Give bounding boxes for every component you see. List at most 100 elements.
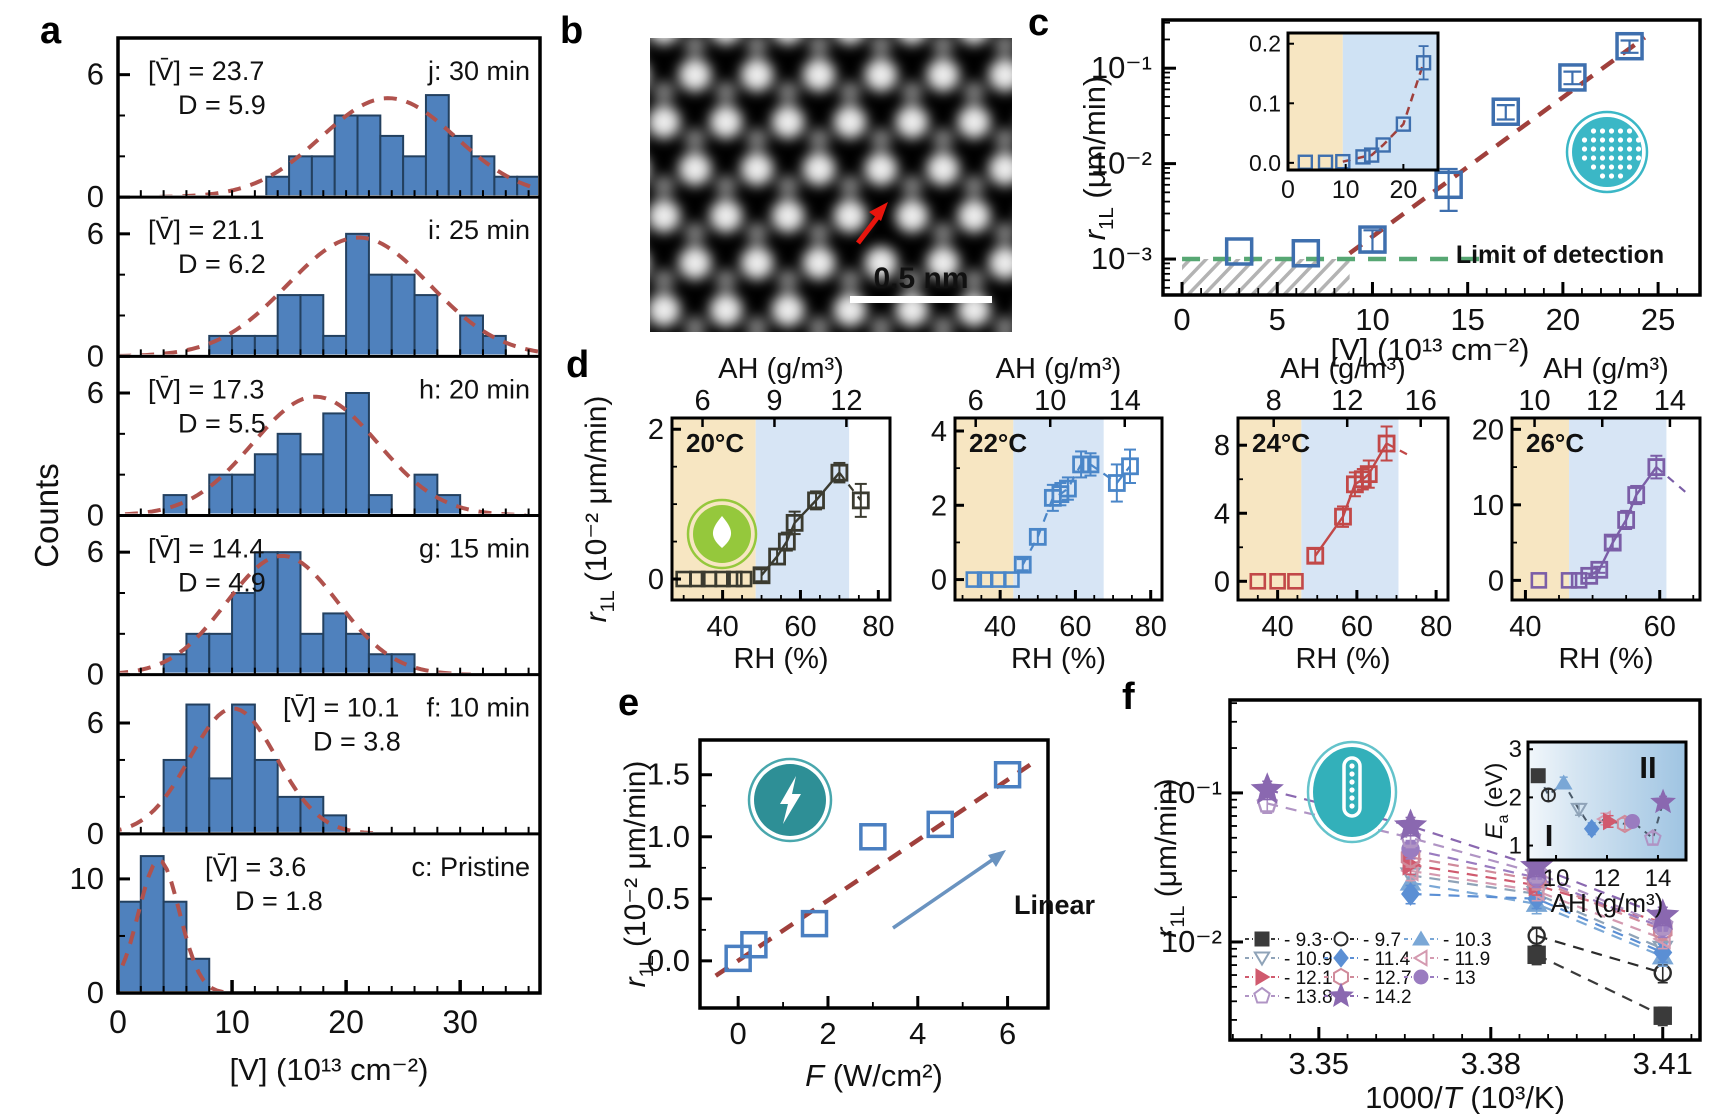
stage-label: c: Pristine (411, 852, 530, 882)
legend-item: - 13 (1404, 968, 1476, 989)
x-axis-title: [V] (10¹³ cm⁻²) (230, 1052, 429, 1087)
temperature-label: 26°C (1526, 428, 1584, 458)
svg-text:2: 2 (1509, 784, 1522, 811)
mean-vacancy-label: [V̄] = 3.6 (205, 852, 306, 882)
svg-text:3: 3 (1509, 736, 1522, 763)
histogram-c (120, 855, 227, 991)
svg-text:0: 0 (87, 816, 104, 851)
svg-text:10⁻¹: 10⁻¹ (1091, 50, 1152, 85)
panel-c-rate-vs-vacancy-plot: 0 5 10 15 20 25 10⁻¹ 10⁻² 10⁻³ Limit of detection… (1077, 18, 1702, 367)
svg-text:3.35: 3.35 (1289, 1046, 1349, 1081)
rh-axis-title: RH (%) (1295, 643, 1390, 675)
mean-vacancy-label: [V̄] = 14.4 (148, 534, 264, 564)
svg-text:0: 0 (87, 498, 104, 533)
humidity-subplot-22°C: AH (g/m³) 6 10 14 40 60 80 RH (%) 0 2 4 22°C (931, 353, 1167, 675)
svg-text:10: 10 (1034, 385, 1066, 417)
stage-label: j: 30 min (427, 56, 530, 86)
svg-text:0.0: 0.0 (1249, 150, 1281, 176)
svg-text:10: 10 (1543, 865, 1570, 892)
svg-text:40: 40 (706, 611, 738, 643)
panel-b-letter: b (560, 10, 584, 52)
svg-text:0: 0 (1488, 565, 1504, 597)
panel-f-arrhenius-plot: 3.35 3.38 3.41 10⁻¹ 10⁻² 1000/T (10³/K) r1L (μ… (1150, 698, 1702, 1114)
svg-text:12: 12 (1586, 385, 1618, 417)
svg-text:1.0: 1.0 (647, 819, 690, 854)
svg-text:25: 25 (1641, 302, 1675, 337)
stage-label: h: 20 min (419, 374, 530, 404)
svg-text:20: 20 (1546, 302, 1580, 337)
legend-item: - 9.7 (1324, 930, 1401, 951)
ah-axis-title: AH (g/m³) (1280, 353, 1406, 385)
panel-a-letter: a (40, 10, 62, 52)
dispersion-label: D = 1.8 (235, 886, 323, 916)
svg-text:10⁻¹: 10⁻¹ (1161, 775, 1222, 810)
svg-text:12: 12 (1594, 865, 1621, 892)
panel-c-inset: 0.0 0.1 0.2 0 10 20 (1249, 31, 1440, 204)
svg-text:6: 6 (694, 385, 710, 417)
svg-text:0: 0 (1281, 176, 1295, 204)
svg-text:40: 40 (1509, 611, 1541, 643)
mean-vacancy-label: [V̄] = 21.1 (148, 215, 264, 245)
linear-trend-arrow-icon (892, 850, 1006, 930)
ah-axis-title: AH (g/m³) (718, 353, 844, 385)
svg-text:2: 2 (931, 490, 947, 522)
temperature-label: 24°C (1252, 428, 1310, 458)
linear-fit-line (714, 762, 1032, 978)
dispersion-label: D = 3.8 (313, 727, 401, 757)
y-axis-title: r1L (10⁻² μm/min) (619, 761, 658, 988)
trend-line (1348, 35, 1647, 256)
svg-text:0: 0 (648, 564, 664, 596)
svg-text:14: 14 (1645, 865, 1672, 892)
svg-text:0: 0 (109, 1004, 127, 1040)
svg-text:6: 6 (87, 705, 104, 740)
svg-text:12: 12 (830, 385, 862, 417)
region-I-label: I (1545, 818, 1554, 853)
svg-text:- 12.1: - 12.1 (1284, 968, 1333, 989)
svg-text:0: 0 (87, 657, 104, 692)
histogram-g (120, 551, 471, 673)
svg-text:40: 40 (984, 611, 1016, 643)
legend-item: - 12.1 (1245, 968, 1333, 989)
panel-b-stem-image: 0.5 nm (650, 38, 1012, 332)
histogram-h (120, 392, 527, 514)
svg-text:10: 10 (214, 1004, 250, 1040)
svg-text:2: 2 (819, 1016, 836, 1051)
x-axis-title: 1000/T (10³/K) (1365, 1080, 1565, 1114)
svg-text:3.41: 3.41 (1633, 1046, 1693, 1081)
svg-text:0: 0 (87, 975, 104, 1010)
svg-text:20: 20 (1472, 414, 1504, 446)
svg-text:60: 60 (1341, 611, 1373, 643)
stage-label: g: 15 min (419, 534, 530, 564)
svg-text:4: 4 (1214, 498, 1230, 530)
svg-text:0: 0 (1173, 302, 1190, 337)
svg-text:0.1: 0.1 (1249, 90, 1281, 116)
humidity-subplot-20°C: AH (g/m³)6 9 12 40 60 80 RH (%) 0 2 20°C (648, 353, 895, 675)
histogram-f (120, 703, 378, 832)
ah-axis-title: AH (g/m³) (1543, 353, 1669, 385)
svg-text:15: 15 (1450, 302, 1484, 337)
histogram-j (159, 94, 538, 196)
svg-text:14: 14 (1109, 385, 1141, 417)
atom-lattice (650, 38, 1012, 332)
svg-text:1: 1 (1509, 833, 1522, 860)
svg-text:10⁻²: 10⁻² (1091, 146, 1152, 181)
svg-text:14: 14 (1654, 385, 1686, 417)
svg-text:80: 80 (862, 611, 894, 643)
svg-text:80: 80 (1420, 611, 1452, 643)
svg-text:6: 6 (87, 57, 104, 92)
svg-text:10: 10 (1518, 385, 1550, 417)
panel-e-letter: e (618, 682, 640, 724)
y-axis-title: r1L (10⁻² μm/min) (580, 396, 619, 623)
mean-vacancy-label: [V̄] = 17.3 (148, 374, 264, 404)
svg-text:- 13: - 13 (1443, 968, 1476, 989)
inset-y-axis-title: Ea (eV) (1481, 763, 1512, 840)
thermometer-icon (1306, 740, 1398, 844)
water-drop-icon (686, 498, 758, 570)
svg-text:6: 6 (968, 385, 984, 417)
temperature-label: 20°C (686, 428, 744, 458)
histogram-i (120, 232, 538, 355)
